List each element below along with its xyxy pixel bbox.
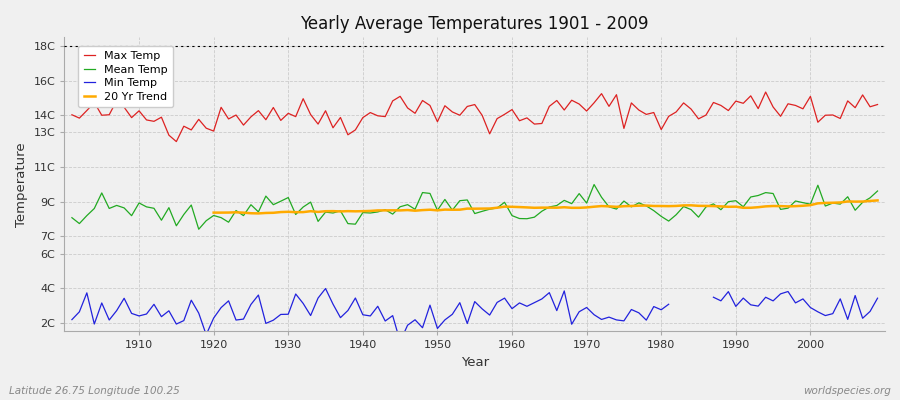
Max Temp — [507, 107, 517, 112]
20 Yr Trend — [305, 209, 316, 214]
Max Temp — [514, 118, 525, 123]
Min Temp — [872, 296, 883, 300]
Max Temp — [604, 104, 615, 109]
Mean Temp — [126, 213, 137, 218]
Max Temp — [343, 132, 354, 137]
Mean Temp — [507, 213, 517, 218]
Legend: Max Temp, Mean Temp, Min Temp, 20 Yr Trend: Max Temp, Mean Temp, Min Temp, 20 Yr Tre… — [78, 46, 173, 107]
Max Temp — [171, 139, 182, 144]
Max Temp — [872, 102, 883, 107]
20 Yr Trend — [417, 208, 428, 212]
Line: 20 Yr Trend: 20 Yr Trend — [213, 200, 878, 214]
Mean Temp — [611, 207, 622, 212]
Min Temp — [126, 311, 137, 316]
X-axis label: Year: Year — [461, 356, 489, 369]
Mean Temp — [194, 227, 204, 232]
Title: Yearly Average Temperatures 1901 - 2009: Yearly Average Temperatures 1901 - 2009 — [301, 15, 649, 33]
Mean Temp — [872, 188, 883, 193]
20 Yr Trend — [253, 211, 264, 216]
Max Temp — [126, 115, 137, 120]
Mean Temp — [343, 221, 354, 226]
Line: Min Temp: Min Temp — [72, 288, 878, 342]
Line: Mean Temp: Mean Temp — [72, 184, 878, 229]
20 Yr Trend — [850, 199, 860, 204]
Min Temp — [291, 292, 302, 296]
Y-axis label: Temperature: Temperature — [15, 142, 28, 227]
Line: Max Temp: Max Temp — [72, 92, 878, 142]
20 Yr Trend — [679, 203, 689, 208]
Max Temp — [67, 112, 77, 117]
Mean Temp — [298, 205, 309, 210]
Min Temp — [507, 306, 517, 311]
20 Yr Trend — [872, 198, 883, 203]
20 Yr Trend — [208, 210, 219, 215]
Min Temp — [596, 317, 607, 322]
20 Yr Trend — [768, 204, 778, 208]
Min Temp — [67, 317, 77, 322]
Max Temp — [760, 90, 771, 94]
Mean Temp — [514, 216, 525, 221]
Text: Latitude 26.75 Longitude 100.25: Latitude 26.75 Longitude 100.25 — [9, 386, 180, 396]
Text: worldspecies.org: worldspecies.org — [803, 386, 891, 396]
Min Temp — [500, 296, 510, 300]
20 Yr Trend — [783, 204, 794, 209]
Max Temp — [298, 96, 309, 101]
Mean Temp — [67, 215, 77, 220]
Mean Temp — [589, 182, 599, 187]
Min Temp — [335, 315, 346, 320]
